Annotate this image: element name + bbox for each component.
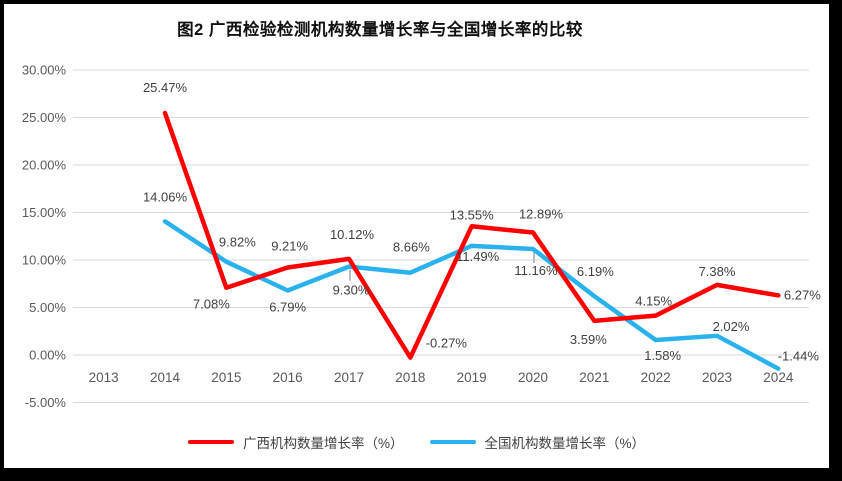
data-label-guangxi: 25.47% bbox=[143, 80, 188, 95]
x-axis-label: 2017 bbox=[334, 370, 364, 385]
x-axis-label: 2016 bbox=[273, 370, 303, 385]
y-axis-tick-label: 25.00% bbox=[22, 110, 67, 125]
data-label-guangxi: -0.27% bbox=[426, 336, 468, 351]
y-axis-tick-label: 20.00% bbox=[22, 158, 67, 173]
legend-item-guangxi: 广西机构数量增长率（%） bbox=[187, 432, 404, 452]
data-label-national: 1.58% bbox=[644, 348, 681, 363]
data-label-national: -1.44% bbox=[778, 349, 820, 364]
data-label-national: 11.16% bbox=[514, 263, 558, 278]
y-axis-tick-label: 10.00% bbox=[22, 253, 67, 268]
blue-line-swatch bbox=[429, 439, 476, 445]
data-label-guangxi: 7.08% bbox=[193, 297, 230, 312]
data-label-guangxi: 6.27% bbox=[784, 287, 821, 302]
x-axis-label: 2020 bbox=[518, 370, 548, 385]
data-label-national: 14.06% bbox=[143, 189, 188, 204]
legend-label-national: 全国机构数量增长率（%） bbox=[484, 436, 646, 451]
data-label-national: 2.02% bbox=[713, 319, 750, 334]
data-label-guangxi: 12.89% bbox=[519, 207, 564, 222]
data-label-national: 11.49% bbox=[456, 249, 500, 264]
x-axis-label: 2014 bbox=[150, 370, 181, 385]
x-axis-label: 2024 bbox=[763, 370, 794, 385]
series-line-guangxi bbox=[162, 110, 781, 360]
data-label-national: 8.66% bbox=[393, 240, 430, 255]
data-label-guangxi: 13.55% bbox=[450, 207, 495, 222]
data-label-national: 9.82% bbox=[219, 235, 256, 250]
y-axis-tick-label: -5.00% bbox=[25, 395, 67, 410]
chart-title: 图2 广西检验检测机构数量增长率与全国增长率的比较 bbox=[177, 21, 583, 39]
data-label-national: 6.79% bbox=[269, 299, 306, 314]
data-label-guangxi: 4.15% bbox=[635, 294, 672, 309]
y-axis-tick-label: 15.00% bbox=[22, 205, 67, 220]
data-label-national: 9.30% bbox=[333, 283, 370, 298]
red-line-swatch bbox=[187, 439, 234, 445]
x-axis-label: 2013 bbox=[89, 370, 119, 385]
data-label-guangxi: 3.59% bbox=[570, 332, 607, 347]
legend-item-national: 全国机构数量增长率（%） bbox=[429, 432, 646, 452]
x-axis-label: 2018 bbox=[395, 370, 425, 385]
legend-label-guangxi: 广西机构数量增长率（%） bbox=[242, 436, 404, 451]
y-axis-tick-label: 30.00% bbox=[22, 63, 67, 78]
series-line-national bbox=[162, 219, 781, 371]
y-axis-tick-label: 0.00% bbox=[29, 348, 66, 363]
x-axis-label: 2021 bbox=[579, 370, 609, 385]
data-label-guangxi: 9.21% bbox=[271, 239, 308, 254]
x-axis-label: 2022 bbox=[641, 370, 671, 385]
x-axis-label: 2019 bbox=[457, 370, 487, 385]
x-axis-label: 2015 bbox=[211, 370, 241, 385]
data-label-guangxi: 10.12% bbox=[330, 227, 375, 242]
y-axis-tick-label: 5.00% bbox=[29, 300, 66, 315]
line-chart-canvas: 30.00% 25.00% 20.00% 15.00% 10.00% 5.00% 0.00%… bbox=[22, 63, 821, 411]
data-label-guangxi: 7.38% bbox=[699, 264, 736, 279]
x-axis-label: 2023 bbox=[702, 370, 732, 385]
chart-legend: 广西机构数量增长率（%） 全国机构数量增长率（%） bbox=[4, 432, 829, 452]
data-label-national: 6.19% bbox=[577, 264, 614, 279]
